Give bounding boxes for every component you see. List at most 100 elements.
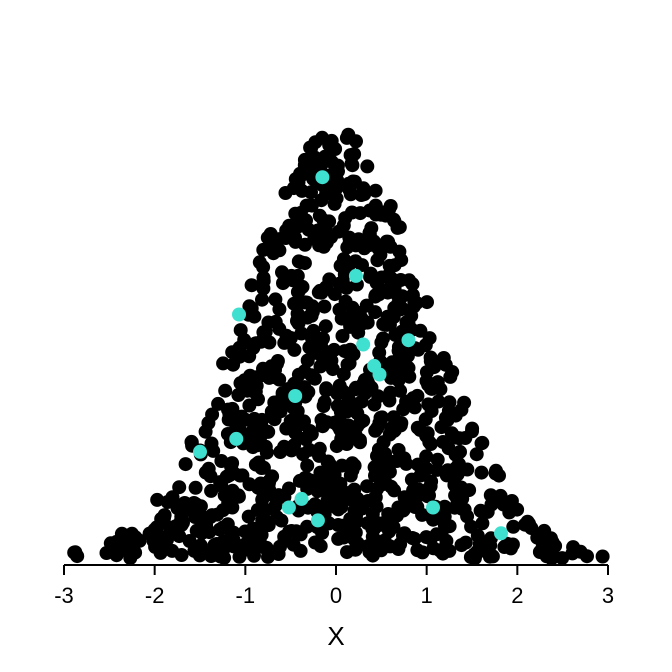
- data-point: [374, 270, 389, 285]
- data-point: [374, 335, 389, 350]
- data-point: [395, 289, 410, 304]
- data-point: [322, 214, 337, 229]
- x-axis-ticks: -3 -2 -1 0 1 2 3: [54, 565, 614, 608]
- data-point: [246, 384, 261, 399]
- data-point: [232, 340, 247, 355]
- data-point: [353, 415, 368, 430]
- data-point: [360, 479, 375, 494]
- highlighted-data-point: [288, 389, 303, 403]
- data-point: [438, 357, 453, 372]
- data-point: [336, 252, 351, 267]
- data-point: [310, 445, 325, 460]
- data-point: [231, 388, 246, 402]
- data-point: [425, 512, 440, 526]
- data-point: [373, 451, 388, 466]
- data-point: [327, 287, 342, 302]
- data-point: [315, 419, 330, 434]
- data-point: [254, 368, 269, 383]
- data-point: [342, 230, 357, 245]
- data-point: [430, 462, 445, 477]
- data-point: [299, 295, 314, 310]
- data-point: [355, 258, 369, 273]
- data-point: [319, 381, 334, 396]
- data-point: [256, 460, 271, 475]
- data-point: [407, 400, 422, 415]
- data-point: [460, 462, 475, 477]
- data-point: [454, 402, 469, 417]
- data-point: [482, 549, 497, 564]
- data-point: [347, 482, 362, 497]
- data-point: [342, 182, 357, 197]
- data-point: [247, 548, 261, 563]
- data-point: [595, 549, 610, 564]
- data-point: [356, 376, 371, 391]
- data-point: [287, 342, 302, 357]
- data-point: [345, 300, 360, 315]
- data-point: [278, 231, 293, 245]
- data-point: [522, 516, 536, 531]
- data-point: [317, 299, 332, 314]
- data-point: [296, 447, 310, 462]
- data-point: [437, 541, 452, 556]
- highlighted-data-point: [356, 337, 371, 352]
- highlighted-data-point: [281, 500, 296, 515]
- highlighted-data-point: [426, 500, 440, 515]
- data-point: [189, 523, 204, 538]
- highlighted-data-point: [193, 444, 207, 459]
- data-point: [343, 319, 358, 334]
- data-point: [241, 509, 256, 524]
- data-point: [413, 457, 428, 472]
- data-point: [484, 497, 499, 512]
- data-point: [287, 438, 302, 453]
- data-point: [238, 524, 253, 539]
- data-point: [330, 173, 345, 188]
- data-point: [292, 283, 306, 298]
- data-point: [243, 305, 258, 320]
- data-point: [345, 463, 360, 478]
- data-point: [313, 501, 328, 516]
- data-point: [353, 206, 368, 221]
- data-point: [392, 351, 407, 366]
- data-point: [399, 456, 414, 471]
- data-point: [245, 440, 260, 455]
- data-point: [255, 292, 269, 307]
- data-point: [447, 478, 462, 492]
- data-point: [396, 528, 410, 543]
- data-point: [297, 256, 312, 271]
- data-point: [327, 342, 342, 357]
- data-point: [231, 488, 246, 503]
- data-point: [327, 196, 342, 211]
- data-point: [318, 319, 333, 334]
- data-point: [218, 383, 233, 398]
- data-point: [424, 381, 439, 396]
- data-point: [187, 543, 202, 558]
- data-point: [262, 335, 277, 350]
- data-point: [365, 506, 380, 521]
- data-point: [393, 383, 408, 398]
- data-point: [194, 509, 209, 524]
- data-point: [420, 295, 434, 310]
- data-point: [343, 148, 358, 163]
- data-point: [214, 454, 229, 468]
- data-point: [331, 518, 346, 532]
- data-point: [304, 185, 318, 200]
- highlighted-data-point: [310, 513, 325, 528]
- data-point: [370, 421, 385, 435]
- highlighted-data-point: [348, 268, 363, 283]
- data-point: [458, 535, 473, 550]
- data-point: [413, 468, 428, 483]
- data-point: [427, 360, 442, 375]
- data-point: [474, 436, 489, 451]
- data-point: [283, 413, 298, 428]
- data-point: [537, 523, 552, 538]
- data-point: [335, 274, 350, 289]
- data-point: [266, 246, 281, 261]
- data-point: [286, 181, 301, 196]
- highlighted-data-point: [229, 431, 244, 446]
- data-point: [356, 181, 371, 196]
- data-point: [465, 421, 480, 436]
- highlighted-data-point: [494, 526, 508, 541]
- data-point: [443, 369, 458, 384]
- data-point: [336, 218, 351, 233]
